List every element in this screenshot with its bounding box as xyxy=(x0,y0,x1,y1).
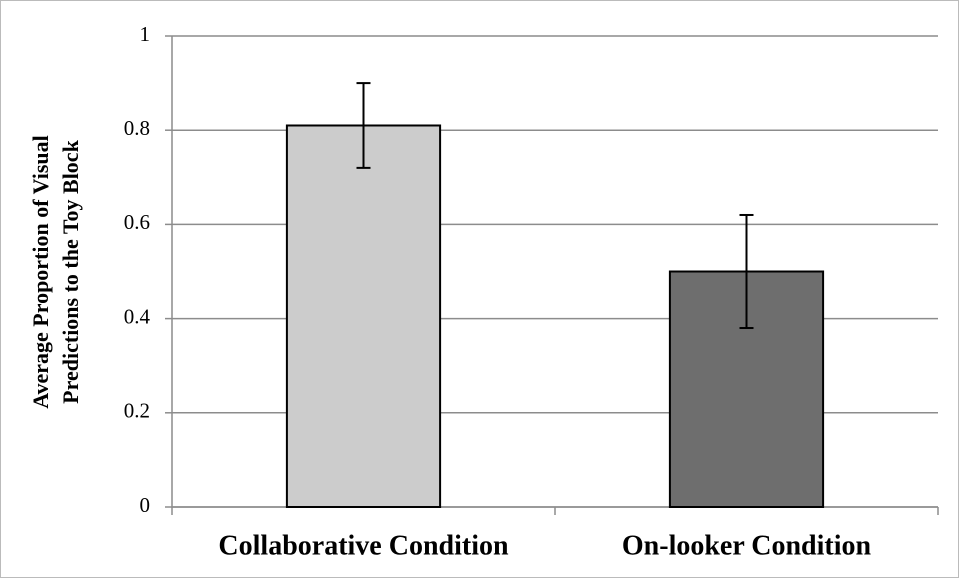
x-tick-label: On-looker Condition xyxy=(622,530,872,561)
y-tick-label: 1 xyxy=(140,22,151,46)
y-tick-label: 0 xyxy=(140,493,151,517)
bar xyxy=(285,124,442,509)
y-axis-label-line: Predictions to the Toy Block xyxy=(58,139,83,403)
y-tick-label: 0.2 xyxy=(124,399,150,423)
y-axis-label-line: Average Proportion of Visual xyxy=(28,135,53,409)
y-tick-label: 0.6 xyxy=(124,210,150,234)
y-tick-label: 0.4 xyxy=(124,304,151,328)
x-tick-label: Collaborative Condition xyxy=(218,530,509,561)
y-axis-label: Average Proportion of Visual Predictions… xyxy=(28,135,83,409)
y-tick-label: 0.8 xyxy=(124,116,150,140)
